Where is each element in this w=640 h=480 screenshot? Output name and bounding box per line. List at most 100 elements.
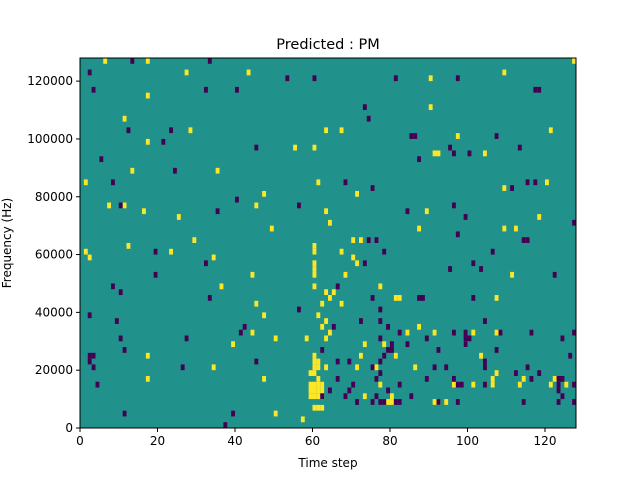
heatmap-cell-high xyxy=(328,295,332,301)
heatmap-cell-high xyxy=(545,179,549,186)
heatmap-cell-high xyxy=(378,381,383,388)
heatmap-cell-high xyxy=(320,300,325,307)
heatmap-cell-high xyxy=(320,404,325,411)
heatmap-cell-low xyxy=(111,283,115,290)
heatmap-cell-high xyxy=(320,323,325,330)
heatmap-cell-low xyxy=(320,347,325,353)
heatmap-background xyxy=(80,58,576,428)
heatmap-cell-low xyxy=(297,306,301,313)
heatmap-cell-low xyxy=(471,260,476,267)
heatmap-cell-high xyxy=(211,364,216,371)
heatmap-cell-low xyxy=(87,352,92,359)
heatmap-cell-high xyxy=(308,370,313,376)
heatmap-cell-low xyxy=(514,370,518,376)
heatmap-cell-low xyxy=(122,410,127,417)
heatmap-cell-high xyxy=(103,58,108,64)
heatmap-cell-high xyxy=(428,75,433,82)
heatmap-cell-high xyxy=(494,295,499,301)
heatmap-cell-low xyxy=(153,271,158,278)
heatmap-cell-low xyxy=(455,75,460,82)
heatmap-cell-high xyxy=(300,416,305,423)
heatmap-cell-high xyxy=(145,92,150,99)
heatmap-cell-high xyxy=(548,127,553,134)
heatmap-cell-high xyxy=(455,133,460,139)
heatmap-cell-high xyxy=(514,225,518,232)
heatmap-cell-high xyxy=(312,393,317,400)
heatmap-cell-low xyxy=(374,393,379,400)
y-axis-label: Frequency (Hz) xyxy=(0,198,14,289)
heatmap-cell-low xyxy=(215,208,220,215)
chart-title: Predicted : PM xyxy=(276,37,379,53)
heatmap-cell-high xyxy=(494,370,499,376)
heatmap-cell-high xyxy=(142,208,146,215)
heatmap-cell-low xyxy=(130,58,135,64)
heatmap-cell-low xyxy=(184,335,189,342)
heatmap-cell-low xyxy=(254,144,259,151)
heatmap-cell-high xyxy=(316,364,321,371)
heatmap-cell-low xyxy=(231,410,236,417)
heatmap-cell-high xyxy=(122,115,127,122)
heatmap-cell-high xyxy=(188,127,193,134)
heatmap-cell-low xyxy=(386,387,391,394)
heatmap-cell-high xyxy=(324,364,329,371)
heatmap-cell-low xyxy=(483,364,487,371)
x-tick-label: 100 xyxy=(456,434,479,448)
heatmap-cell-low xyxy=(393,399,398,405)
heatmap-cell-low xyxy=(87,312,92,319)
x-tick-label: 40 xyxy=(227,434,242,448)
heatmap-cell-high xyxy=(324,208,329,215)
heatmap-cell-low xyxy=(452,375,456,382)
heatmap-cell-low xyxy=(390,341,394,348)
heatmap-cell-high xyxy=(308,387,313,394)
heatmap-cell-low xyxy=(169,127,174,134)
heatmap-cell-high xyxy=(502,185,507,191)
heatmap-cell-low xyxy=(118,335,123,342)
heatmap-cell-high xyxy=(444,399,449,405)
heatmap-cell-low xyxy=(533,179,538,186)
heatmap-cell-low xyxy=(463,335,468,342)
heatmap-cell-high xyxy=(312,144,317,151)
heatmap-cell-low xyxy=(351,381,356,388)
heatmap-cell-low xyxy=(238,329,243,336)
heatmap-cell-high xyxy=(83,179,88,186)
heatmap-cell-low xyxy=(436,347,441,353)
y-tick-label: 80000 xyxy=(35,190,73,204)
heatmap-cell-low xyxy=(343,393,348,400)
heatmap-cell-high xyxy=(262,312,267,319)
heatmap-cell-low xyxy=(87,358,92,365)
heatmap-cell-low xyxy=(483,318,487,324)
heatmap-cell-low xyxy=(382,352,387,359)
heatmap-cell-low xyxy=(378,358,383,365)
heatmap-cell-high xyxy=(324,289,329,296)
heatmap-cell-low xyxy=(153,248,158,255)
heatmap-cell-low xyxy=(382,248,387,255)
heatmap-cell-low xyxy=(494,133,499,139)
heatmap-cell-high xyxy=(432,399,437,405)
heatmap-cell-high xyxy=(386,399,391,405)
heatmap-cell-low xyxy=(347,358,352,365)
heatmap-cell-high xyxy=(122,202,127,209)
heatmap-cell-high xyxy=(308,393,313,400)
heatmap-cell-high xyxy=(374,364,379,371)
y-tick-label: 60000 xyxy=(35,248,73,262)
plot-area xyxy=(79,57,577,429)
heatmap-cell-high xyxy=(331,289,336,296)
heatmap-cell-high xyxy=(312,243,317,249)
heatmap-cell-low xyxy=(479,266,484,272)
heatmap-cell-high xyxy=(250,271,255,278)
heatmap-cell-low xyxy=(378,306,383,313)
heatmap-cell-low xyxy=(455,381,460,388)
heatmap-cell-low xyxy=(572,329,577,336)
heatmap-cell-low xyxy=(370,364,375,371)
heatmap-cells xyxy=(83,58,577,428)
heatmap-cell-low xyxy=(111,179,115,186)
heatmap-cell-low xyxy=(552,271,557,278)
y-tick-label: 40000 xyxy=(35,305,73,319)
heatmap-cell-low xyxy=(560,375,565,382)
heatmap-cell-high xyxy=(355,190,360,197)
heatmap-cell-low xyxy=(525,364,530,371)
heatmap-cell-low xyxy=(285,75,290,82)
heatmap-cell-low xyxy=(207,58,212,64)
heatmap-cell-low xyxy=(556,387,561,394)
heatmap-cell-low xyxy=(572,399,577,405)
